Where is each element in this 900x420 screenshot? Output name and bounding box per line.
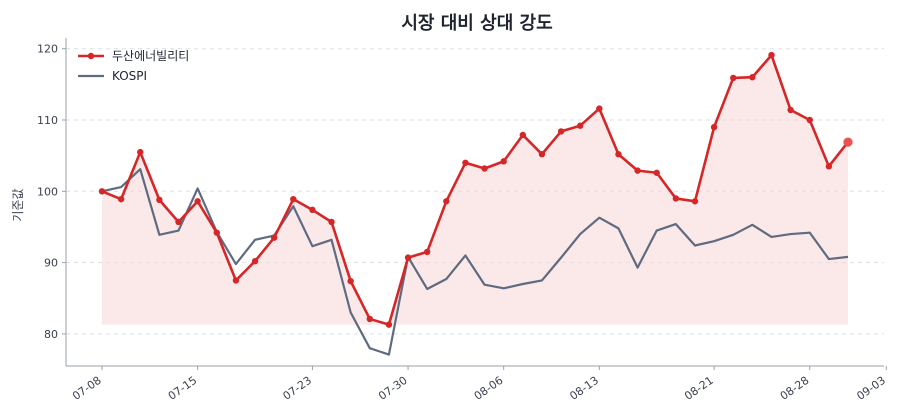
data-point bbox=[710, 123, 718, 131]
data-point bbox=[787, 106, 794, 114]
data-point bbox=[443, 198, 450, 205]
data-point bbox=[730, 74, 737, 82]
legend-label-main: 두산에너빌리티 bbox=[112, 49, 189, 63]
data-point bbox=[423, 248, 431, 256]
outperformance-area bbox=[102, 55, 848, 325]
data-point bbox=[672, 195, 680, 202]
y-tick-labels: 80 90 100 110 120 bbox=[37, 43, 58, 341]
data-point bbox=[634, 167, 641, 174]
data-point bbox=[577, 122, 584, 129]
data-point bbox=[500, 158, 507, 165]
x-tick-label: 08-13 bbox=[567, 374, 601, 403]
data-point bbox=[117, 195, 125, 203]
x-tick-label: 07-08 bbox=[70, 374, 104, 403]
data-point bbox=[251, 257, 259, 265]
data-point bbox=[175, 218, 182, 226]
data-point bbox=[481, 165, 488, 172]
data-point bbox=[347, 277, 354, 285]
data-point bbox=[768, 51, 775, 59]
x-tick-labels: 07-08 07-15 07-23 07-30 08-06 08-13 08-21 08-28… bbox=[70, 374, 888, 403]
data-point bbox=[194, 198, 201, 205]
y-axis-label: 기준값 bbox=[11, 188, 25, 221]
data-point bbox=[156, 196, 163, 204]
data-point bbox=[653, 169, 660, 176]
data-point bbox=[557, 128, 565, 135]
data-point bbox=[691, 198, 699, 205]
data-point bbox=[213, 229, 220, 236]
x-tick-label: 07-30 bbox=[376, 374, 410, 403]
x-tick-label: 09-03 bbox=[854, 374, 888, 403]
data-point bbox=[806, 116, 813, 124]
data-point bbox=[232, 277, 240, 284]
y-tick-label: 120 bbox=[37, 43, 58, 56]
data-point bbox=[749, 74, 756, 81]
data-point bbox=[98, 188, 106, 195]
x-tick-label: 07-15 bbox=[166, 374, 200, 403]
data-point bbox=[596, 105, 603, 112]
data-point bbox=[538, 151, 546, 158]
series-line-main bbox=[101, 53, 850, 326]
data-point bbox=[366, 315, 373, 323]
data-point bbox=[270, 234, 278, 241]
legend-label-kospi: KOSPI bbox=[112, 69, 147, 83]
data-point bbox=[462, 159, 469, 166]
data-point bbox=[290, 195, 297, 203]
x-tick-label: 08-28 bbox=[778, 374, 812, 403]
legend: 두산에너빌리티 KOSPI bbox=[78, 49, 189, 83]
y-tick-label: 90 bbox=[44, 257, 58, 270]
data-point bbox=[825, 163, 833, 170]
y-tick-label: 110 bbox=[37, 114, 58, 127]
data-point bbox=[137, 148, 144, 156]
axes bbox=[62, 38, 887, 370]
x-tick-label: 07-23 bbox=[280, 374, 314, 403]
chart-title: 시장 대비 상대 강도 bbox=[401, 13, 552, 34]
data-point bbox=[309, 206, 316, 214]
y-tick-label: 80 bbox=[44, 328, 58, 341]
x-tick-label: 08-06 bbox=[472, 374, 506, 403]
data-point bbox=[328, 218, 335, 226]
x-tick-label: 08-21 bbox=[682, 374, 716, 403]
last-point-marker bbox=[843, 137, 853, 147]
data-point bbox=[385, 321, 393, 328]
series-lines bbox=[98, 51, 853, 356]
series-line-kospi bbox=[101, 168, 849, 356]
area-fill bbox=[102, 55, 848, 325]
data-point bbox=[519, 131, 527, 139]
data-point bbox=[404, 254, 412, 261]
y-tick-label: 100 bbox=[37, 185, 58, 198]
legend-marker-main bbox=[87, 52, 95, 60]
data-point bbox=[615, 151, 622, 158]
